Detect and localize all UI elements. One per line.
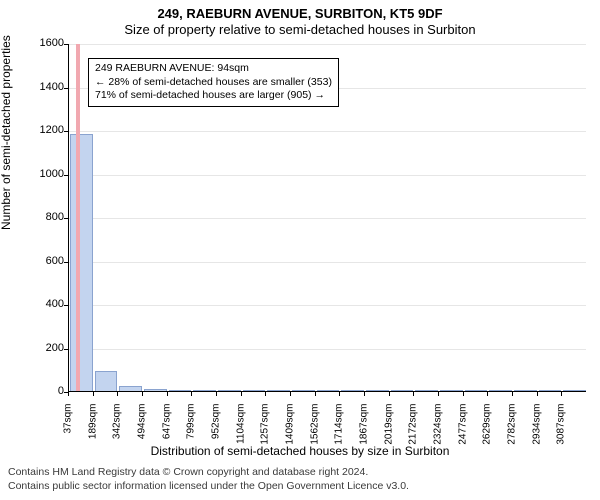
x-tick-mark (339, 392, 340, 396)
x-tick-mark (191, 392, 192, 396)
y-tick-label: 1000 (24, 168, 64, 180)
x-tick-mark (487, 392, 488, 396)
x-tick-mark (389, 392, 390, 396)
y-tick-label: 400 (24, 298, 64, 310)
footer-line2: Contains public sector information licen… (8, 480, 409, 492)
gridline (69, 262, 586, 263)
gridline (69, 349, 586, 350)
histogram-bar (267, 390, 290, 391)
histogram-bar (415, 390, 438, 391)
x-tick-mark (364, 392, 365, 396)
histogram-bar (341, 390, 364, 391)
annotation-box: 249 RAEBURN AVENUE: 94sqm← 28% of semi-d… (88, 58, 339, 107)
histogram-bar (193, 390, 216, 391)
x-axis-label: Distribution of semi-detached houses by … (0, 444, 600, 458)
histogram-bar (95, 371, 118, 391)
gridline (69, 131, 586, 132)
y-tick-mark (64, 44, 68, 45)
y-tick-label: 1600 (24, 37, 64, 49)
y-tick-label: 1200 (24, 124, 64, 136)
y-axis-label: Number of semi-detached properties (0, 35, 13, 230)
x-tick-mark (290, 392, 291, 396)
annotation-line: 249 RAEBURN AVENUE: 94sqm (95, 62, 332, 76)
histogram-bar (539, 390, 562, 391)
gridline (69, 44, 586, 45)
histogram-bar (169, 390, 192, 391)
gridline (69, 175, 586, 176)
histogram-bar (243, 390, 266, 391)
histogram-bar (292, 390, 315, 391)
histogram-bar (144, 389, 167, 391)
x-tick-mark (265, 392, 266, 396)
y-tick-mark (64, 131, 68, 132)
y-tick-mark (64, 218, 68, 219)
highlight-marker (76, 44, 80, 391)
y-tick-mark (64, 305, 68, 306)
x-tick-mark (561, 392, 562, 396)
y-tick-mark (64, 175, 68, 176)
annotation-line: 71% of semi-detached houses are larger (… (95, 89, 332, 103)
y-tick-label: 600 (24, 255, 64, 267)
x-tick-mark (241, 392, 242, 396)
annotation-line: ← 28% of semi-detached houses are smalle… (95, 76, 332, 90)
y-tick-label: 1400 (24, 81, 64, 93)
x-tick-mark (413, 392, 414, 396)
gridline (69, 218, 586, 219)
chart-container: { "chart": { "type": "histogram", "title… (0, 0, 600, 500)
histogram-bar (391, 390, 414, 391)
x-tick-mark (537, 392, 538, 396)
y-tick-mark (64, 262, 68, 263)
histogram-bar (366, 390, 389, 391)
x-tick-mark (167, 392, 168, 396)
chart-title-line2: Size of property relative to semi-detach… (0, 22, 600, 37)
histogram-bar (218, 390, 241, 391)
y-tick-mark (64, 88, 68, 89)
histogram-bar (317, 390, 340, 391)
histogram-bar (440, 390, 463, 391)
x-tick-mark (463, 392, 464, 396)
y-tick-label: 200 (24, 342, 64, 354)
x-tick-mark (438, 392, 439, 396)
x-tick-mark (142, 392, 143, 396)
histogram-bar (119, 386, 142, 391)
x-tick-mark (117, 392, 118, 396)
footer-line1: Contains HM Land Registry data © Crown c… (8, 466, 368, 478)
x-tick-mark (315, 392, 316, 396)
histogram-bar (70, 134, 93, 391)
histogram-bar (514, 390, 537, 391)
histogram-bar (465, 390, 488, 391)
x-tick-mark (68, 392, 69, 396)
y-tick-mark (64, 349, 68, 350)
chart-title-line1: 249, RAEBURN AVENUE, SURBITON, KT5 9DF (0, 6, 600, 21)
histogram-bar (489, 390, 512, 391)
x-tick-mark (93, 392, 94, 396)
x-tick-mark (216, 392, 217, 396)
histogram-bar (563, 390, 586, 391)
y-tick-label: 0 (24, 385, 64, 397)
y-tick-label: 800 (24, 211, 64, 223)
x-tick-mark (512, 392, 513, 396)
gridline (69, 305, 586, 306)
